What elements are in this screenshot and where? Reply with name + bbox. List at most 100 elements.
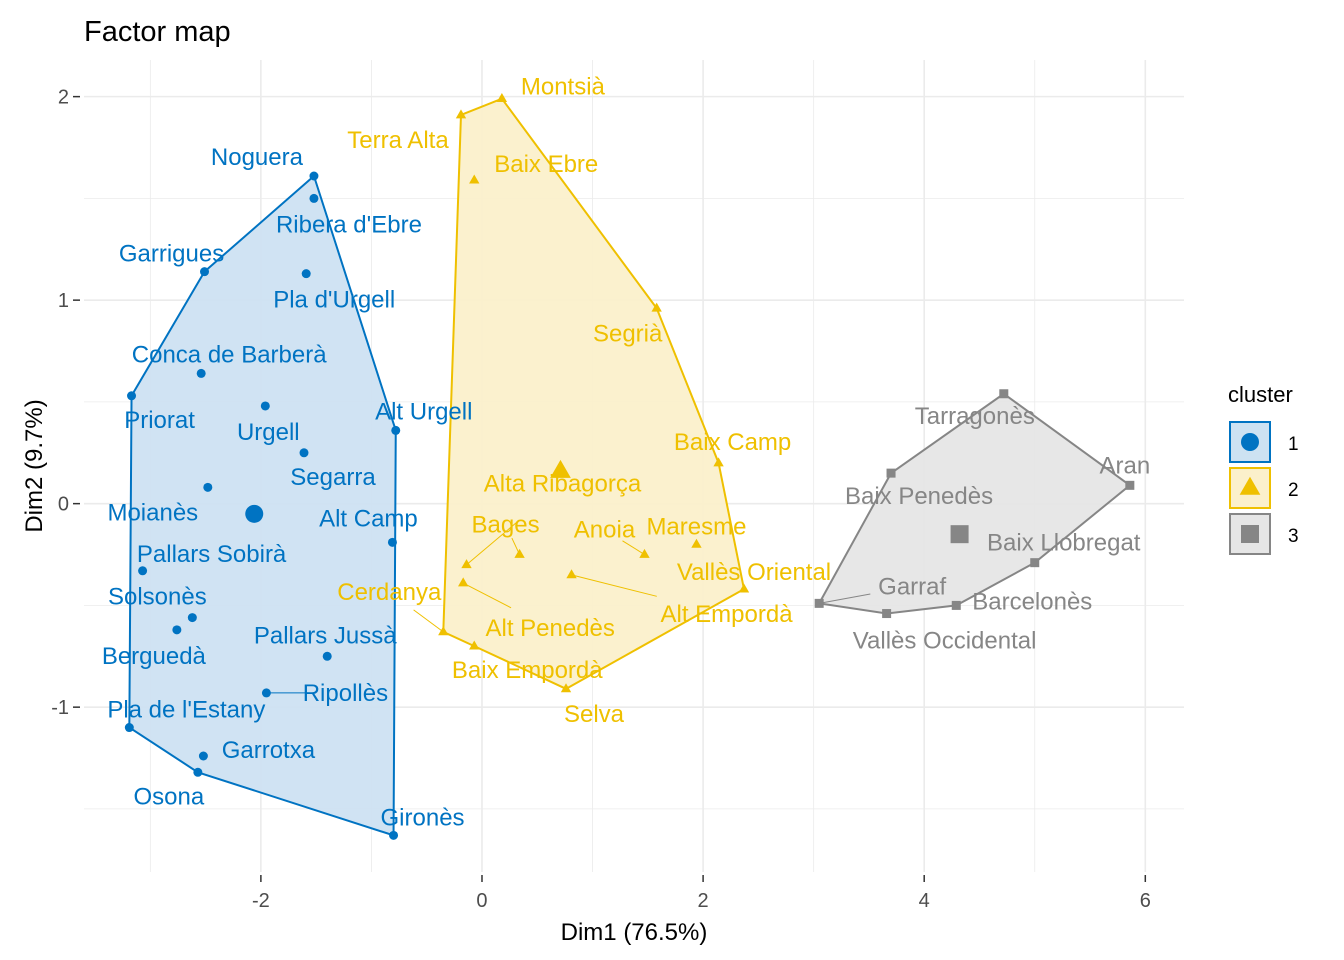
cluster-2-point — [560, 683, 572, 693]
label-leader-line — [819, 593, 871, 604]
label-leader-line — [622, 540, 645, 555]
point-label: Osona — [134, 783, 205, 810]
point-label: Alt Empordà — [661, 601, 794, 628]
point-label: Aran — [1099, 452, 1150, 479]
point-label: Segrià — [593, 320, 663, 347]
point-label: Priorat — [124, 407, 195, 434]
point-label: Segarra — [290, 464, 376, 491]
point-label: Vallès Oriental — [677, 559, 831, 586]
cluster-1-point — [203, 482, 213, 492]
axes: -2 0 2 4 6 -1 0 1 2 — [51, 87, 1151, 912]
y-tick-label: 2 — [58, 87, 69, 109]
cluster-1-point — [391, 425, 401, 435]
cluster-1-point — [172, 625, 182, 635]
point-label: Urgell — [237, 419, 300, 446]
x-tick-label: -2 — [252, 890, 270, 912]
cluster-3-centroid — [950, 525, 969, 544]
cluster-hulls — [128, 97, 1132, 837]
cluster-1-point — [198, 751, 208, 761]
point-label: Terra Alta — [347, 127, 449, 154]
cluster-1-point — [309, 193, 319, 203]
legend-symbol-2 — [1239, 476, 1261, 495]
cluster-1-point — [127, 391, 137, 401]
point-label: Alta Ribagorça — [484, 471, 642, 498]
point-label: Garrigues — [119, 241, 224, 268]
legend-label-1: 1 — [1288, 434, 1299, 455]
cluster-1-point — [196, 368, 206, 378]
point-label: Alt Camp — [319, 505, 418, 532]
label-leader-line — [466, 519, 520, 566]
cluster-3-point — [951, 600, 961, 610]
cluster-1-point — [309, 171, 319, 181]
point-label: Moianès — [107, 499, 198, 526]
legend: cluster 1 2 3 — [1228, 382, 1299, 555]
cluster-3-hull — [817, 392, 1132, 615]
legend-symbol-3 — [1241, 525, 1259, 543]
point-label: Vallès Occidental — [853, 628, 1037, 655]
legend-symbol-1 — [1241, 433, 1259, 451]
cluster-1-point — [187, 613, 197, 623]
point-label: Alt Penedès — [485, 615, 614, 642]
point-label: Maresme — [646, 513, 746, 540]
cluster-3-point — [886, 468, 896, 478]
point-label: Baix Llobregat — [987, 530, 1141, 557]
cluster-1-point — [389, 830, 399, 840]
point-label: Selva — [564, 701, 625, 728]
cluster-1-point — [193, 767, 203, 777]
cluster-2-point — [713, 457, 724, 467]
label-leader-line — [511, 537, 521, 555]
chart-title: Factor map — [84, 16, 231, 48]
cluster-3-point — [882, 609, 892, 619]
label-leader-line — [413, 609, 444, 633]
cluster-2-point — [455, 109, 467, 119]
cluster-3-point — [999, 389, 1009, 399]
point-label: Alt Urgell — [375, 398, 472, 425]
cluster-1-point — [200, 267, 210, 277]
x-tick-label: 2 — [698, 890, 709, 912]
point-label: Baix Camp — [674, 429, 791, 456]
legend-title: cluster — [1228, 382, 1293, 407]
point-label: Ribera d'Ebre — [276, 211, 422, 238]
point-label: Garrotxa — [222, 737, 316, 764]
cluster-1-point — [301, 269, 311, 279]
point-label: Cerdanya — [337, 579, 442, 606]
point-label: Noguera — [211, 144, 304, 171]
cluster-2-point — [469, 174, 480, 184]
y-tick-label: 1 — [58, 290, 69, 312]
x-axis-label: Dim1 (76.5%) — [561, 919, 708, 946]
cluster-1-hull — [128, 174, 397, 837]
cluster-2-centroid — [550, 459, 571, 478]
cluster-1-centroid — [245, 504, 264, 523]
cluster-3-point — [1125, 480, 1135, 490]
point-label: Solsonès — [108, 584, 207, 611]
cluster-2-point — [651, 302, 662, 312]
data-points — [124, 93, 1135, 840]
cluster-2-point — [738, 583, 750, 593]
label-leader-line — [462, 582, 512, 609]
y-tick-label: 0 — [58, 494, 69, 516]
y-axis-label: Dim2 (9.7%) — [21, 399, 48, 532]
cluster-2-point — [496, 93, 508, 103]
cluster-1-point — [138, 566, 148, 576]
cluster-1-point — [260, 401, 270, 411]
y-tick-label: -1 — [51, 697, 69, 719]
point-label: Pallars Jussà — [254, 622, 397, 649]
cluster-2-point — [438, 626, 449, 636]
point-label: Barcelonès — [972, 588, 1092, 615]
legend-label-3: 3 — [1288, 526, 1299, 547]
point-label: Garraf — [878, 573, 946, 600]
point-label: Bages — [472, 512, 540, 539]
cluster-1-point — [299, 448, 309, 458]
x-tick-label: 4 — [919, 890, 930, 912]
cluster-3-point — [1030, 558, 1040, 568]
point-label: Anoia — [574, 517, 636, 544]
cluster-2-point — [469, 640, 480, 650]
cluster-1-point — [124, 723, 134, 733]
point-label: Conca de Barberà — [132, 341, 327, 368]
point-labels: Noguera Ribera d'Ebre Garrigues Pla d'Urgel… — [102, 74, 1150, 832]
point-label: Baix Ebre — [494, 151, 598, 178]
point-label: Montsià — [521, 74, 606, 101]
point-label: Pla de l'Estany — [107, 697, 265, 724]
point-label: Baix Empordà — [452, 657, 603, 684]
